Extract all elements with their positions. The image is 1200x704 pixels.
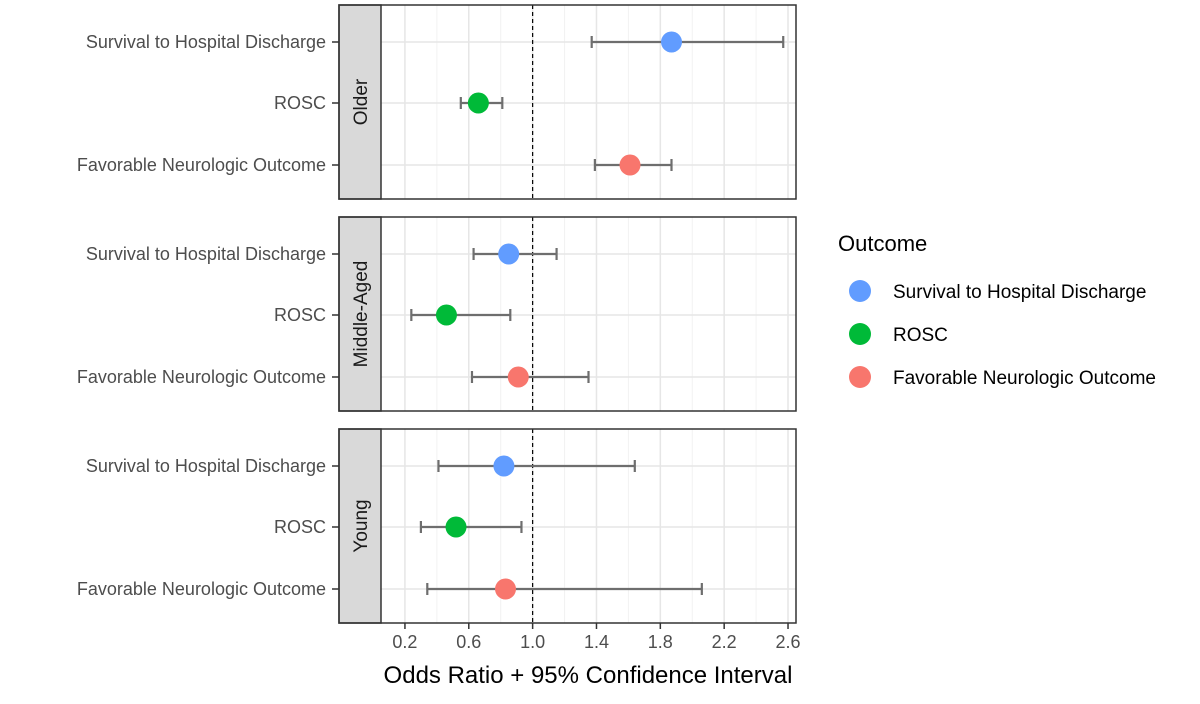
y-tick-label: ROSC <box>274 305 326 325</box>
x-tick-label: 0.2 <box>392 632 417 652</box>
strip-label: Older <box>351 78 372 125</box>
legend-label: Survival to Hospital Discharge <box>893 282 1146 303</box>
data-point-rosc <box>410 304 512 326</box>
y-tick-label: Favorable Neurologic Outcome <box>77 155 326 175</box>
legend-swatch <box>849 323 871 345</box>
data-point-favorable-neurologic-outcome <box>593 154 673 176</box>
x-axis-title: Odds Ratio + 95% Confidence Interval <box>384 662 793 689</box>
point-marker <box>467 92 489 114</box>
y-tick-label: Survival to Hospital Discharge <box>86 456 326 476</box>
x-axis: 0.2 0.6 1.0 1.4 1.8 2.2 2.6 <box>392 623 801 652</box>
point-marker <box>661 31 682 53</box>
point-marker <box>495 578 516 600</box>
legend: Outcome Survival to Hospital Discharge ROS… <box>838 231 1156 389</box>
legend-item-favorable-neurologic-outcome: Favorable Neurologic Outcome <box>849 366 1156 389</box>
legend-title: Outcome <box>838 231 927 256</box>
data-point-favorable-neurologic-outcome <box>426 578 703 600</box>
legend-label: Favorable Neurologic Outcome <box>893 368 1156 389</box>
data-point-rosc <box>459 92 504 114</box>
strip-label: Young <box>351 499 372 552</box>
legend-item-survival-to-hospital-discharge: Survival to Hospital Discharge <box>849 280 1146 303</box>
point-marker <box>619 154 641 176</box>
panel-border <box>338 4 797 200</box>
data-point-survival-to-hospital-discharge <box>472 243 558 265</box>
x-tick-label: 2.2 <box>712 632 737 652</box>
point-marker <box>435 304 457 326</box>
panel-background <box>381 5 796 199</box>
strip-young <box>338 428 382 624</box>
data-point-survival-to-hospital-discharge <box>590 31 785 53</box>
data-point-favorable-neurologic-outcome <box>470 366 590 388</box>
y-tick-label: Survival to Hospital Discharge <box>86 244 326 264</box>
x-tick-label: 2.6 <box>776 632 801 652</box>
panel-young: Survival to Hospital Discharge ROSC Favora… <box>77 428 797 624</box>
legend-label: ROSC <box>893 325 948 346</box>
panel-border <box>338 216 797 412</box>
x-tick-label: 1.0 <box>520 632 545 652</box>
y-tick-label: Favorable Neurologic Outcome <box>77 579 326 599</box>
x-tick-label: 0.6 <box>456 632 481 652</box>
strip-label: Middle-Aged <box>351 261 372 368</box>
point-marker <box>493 455 515 477</box>
point-marker <box>498 243 520 265</box>
panels-layer: Survival to Hospital Discharge ROSC Favora… <box>77 4 797 624</box>
panel-border <box>338 428 797 624</box>
legend-item-rosc: ROSC <box>849 323 948 346</box>
data-point-rosc <box>419 516 523 538</box>
legend-swatch <box>849 280 871 302</box>
strip-middle-aged <box>338 216 382 412</box>
legend-swatch <box>849 366 871 388</box>
data-point-survival-to-hospital-discharge <box>437 455 636 477</box>
y-tick-label: ROSC <box>274 517 326 537</box>
panel-middle-aged: Survival to Hospital Discharge ROSC Favora… <box>77 216 797 412</box>
point-marker <box>445 516 467 538</box>
y-tick-label: Favorable Neurologic Outcome <box>77 367 326 387</box>
y-tick-label: Survival to Hospital Discharge <box>86 32 326 52</box>
panel-older: Survival to Hospital Discharge ROSC Favora… <box>77 4 797 200</box>
x-tick-label: 1.8 <box>648 632 673 652</box>
y-tick-label: ROSC <box>274 93 326 113</box>
point-marker <box>507 366 529 388</box>
x-tick-label: 1.4 <box>584 632 609 652</box>
